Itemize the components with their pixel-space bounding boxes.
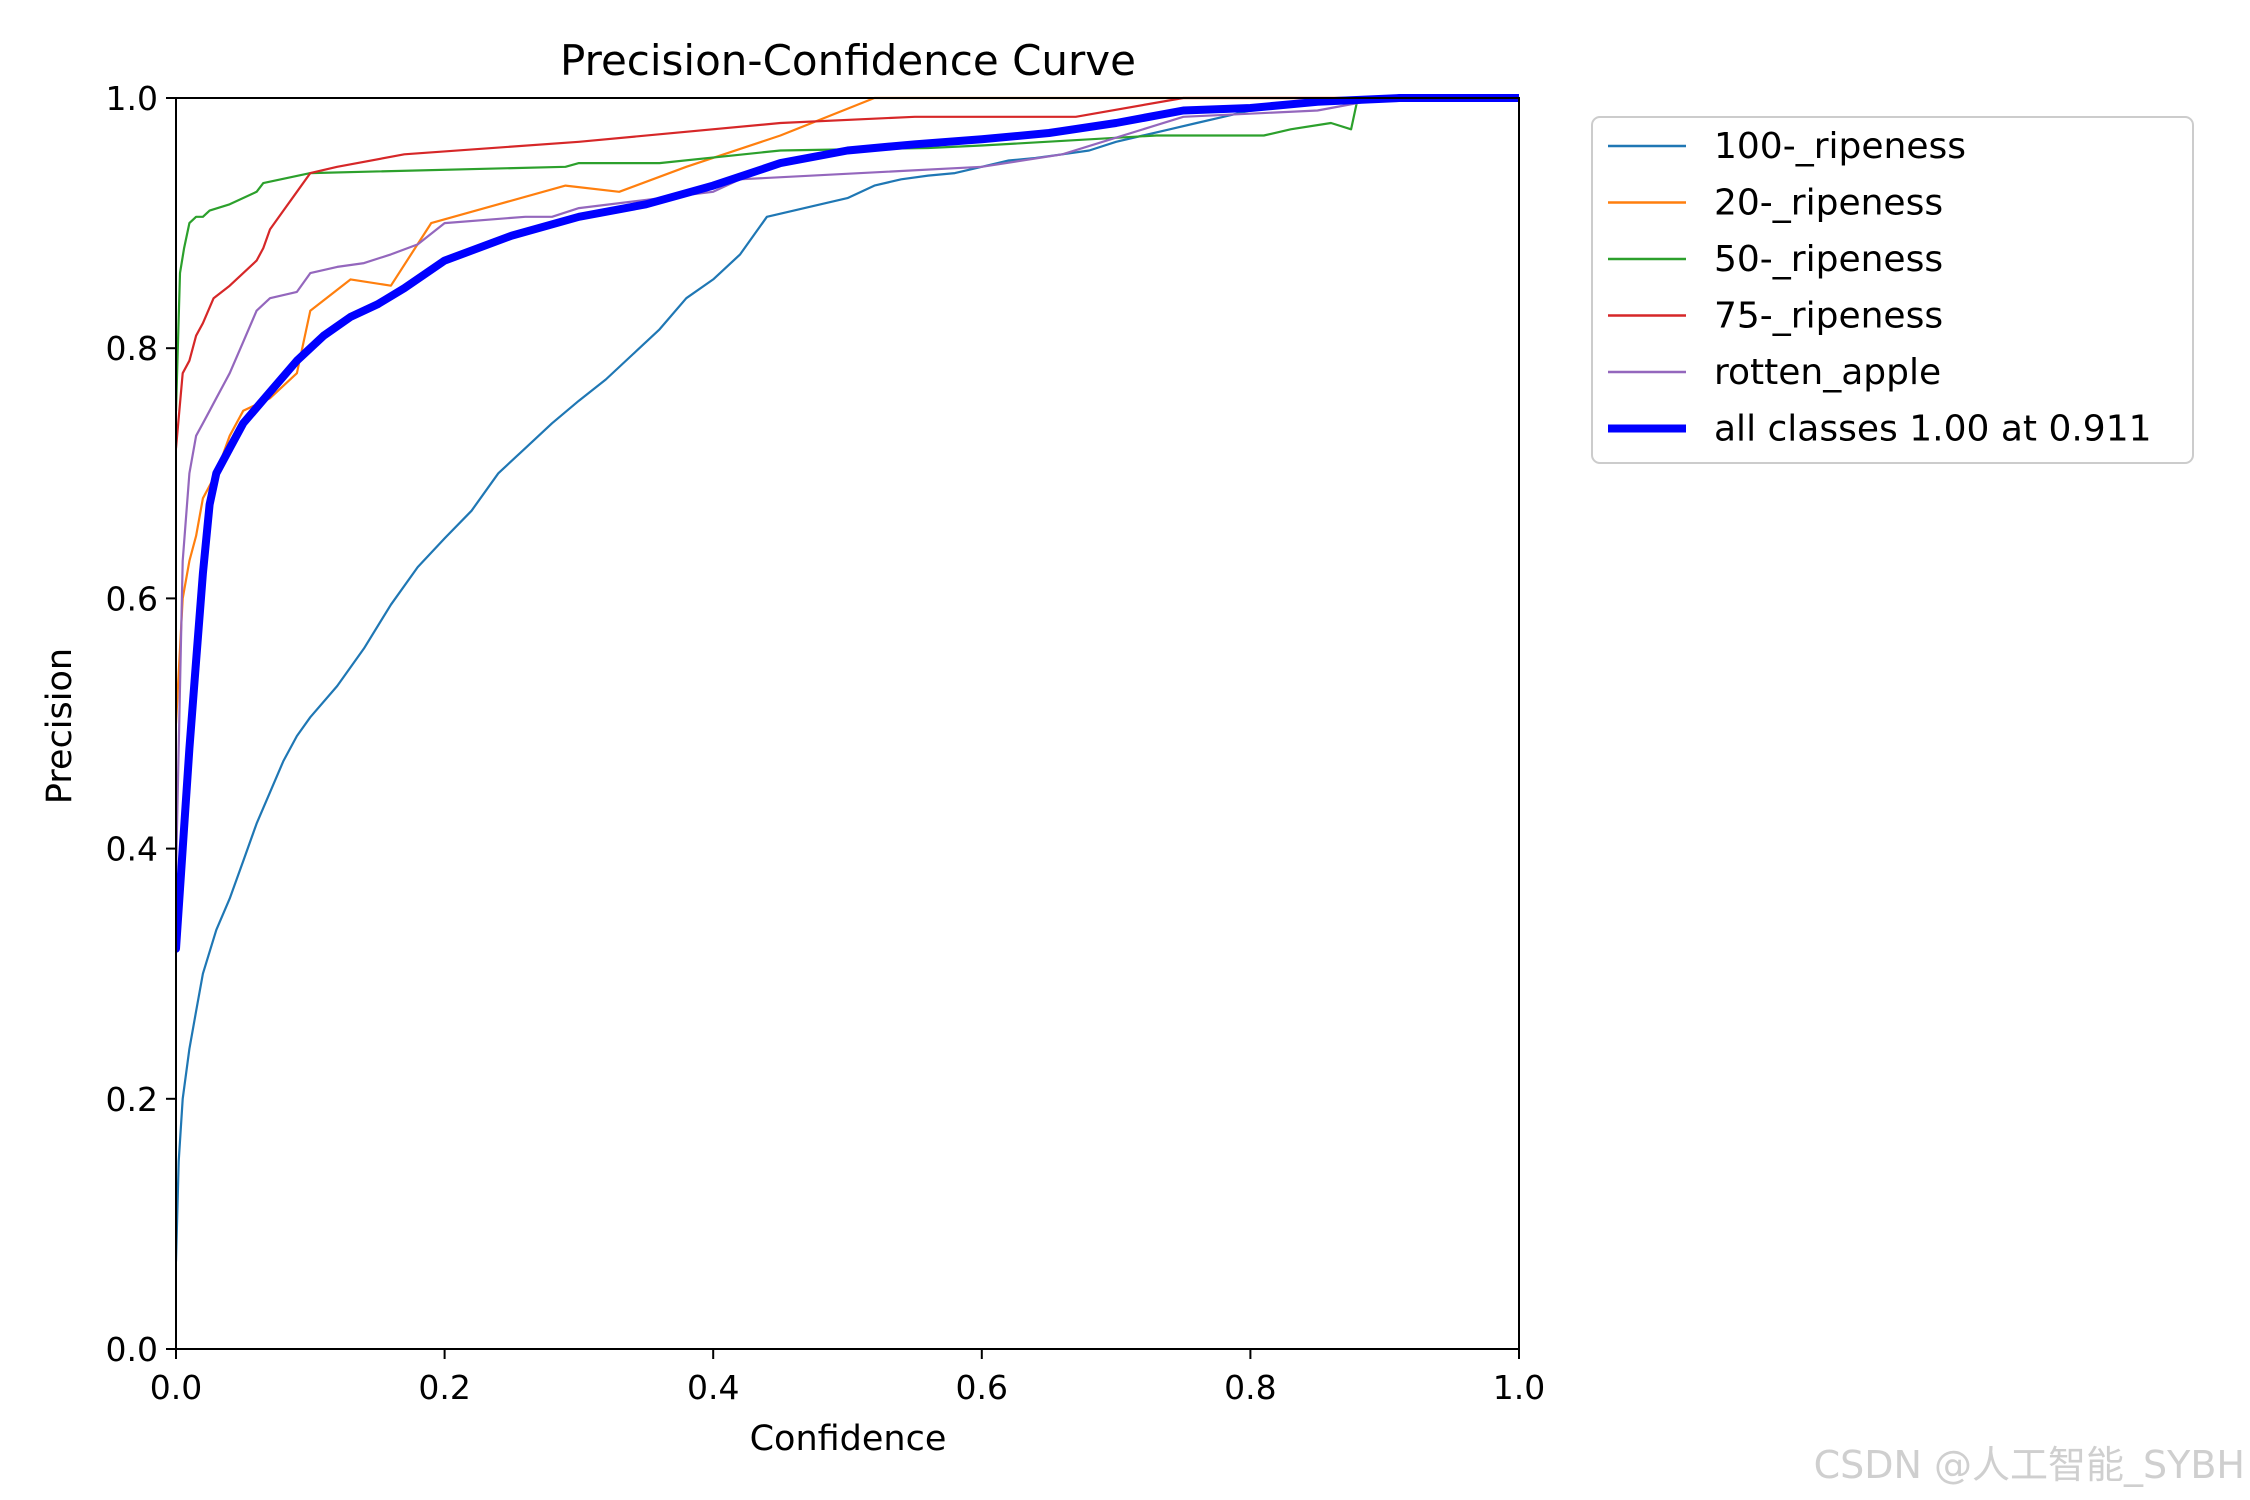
- y-tick-label: 1.0: [106, 79, 158, 118]
- series-line-3: [176, 96, 1519, 450]
- x-tick-label: 0.2: [418, 1368, 470, 1407]
- y-tick-label: 0.0: [106, 1330, 158, 1369]
- series-line-2: [176, 96, 1519, 412]
- y-tick-label: 0.4: [106, 830, 158, 869]
- legend: 100-_ripeness 20-_ripeness 50-_ripeness 75-…: [1591, 116, 2194, 464]
- watermark-text: CSDN @人工智能_SYBH: [1814, 1443, 2245, 1487]
- series-layer: [176, 94, 1519, 1263]
- legend-label-5: all classes 1.00 at 0.911: [1714, 409, 2152, 450]
- x-tick-label: 0.6: [956, 1368, 1008, 1407]
- chart-title: Precision-Confidence Curve: [560, 36, 1136, 85]
- series-line-0: [176, 96, 1519, 1263]
- y-axis-label: Precision: [40, 648, 80, 804]
- x-axis-ticks: 0.0 0.2 0.4 0.6 0.8 1.0: [150, 1349, 1545, 1407]
- x-tick-label: 0.4: [687, 1368, 739, 1407]
- x-tick-label: 0.0: [150, 1368, 202, 1407]
- y-tick-label: 0.2: [106, 1080, 158, 1119]
- legend-label-2: 50-_ripeness: [1714, 239, 1943, 280]
- legend-box: [1591, 116, 2194, 464]
- legend-label-3: 75-_ripeness: [1714, 296, 1943, 337]
- y-tick-label: 0.8: [106, 329, 158, 368]
- plot-frame: [175, 97, 1520, 1350]
- series-line-5: [176, 94, 1519, 953]
- legend-label-0: 100-_ripeness: [1714, 126, 1966, 167]
- y-tick-label: 0.6: [106, 579, 158, 618]
- x-tick-label: 1.0: [1493, 1368, 1545, 1407]
- series-line-4: [176, 96, 1519, 875]
- legend-label-4: rotten_apple: [1714, 352, 1941, 393]
- legend-label-1: 20-_ripeness: [1714, 183, 1943, 224]
- y-axis-ticks: 0.0 0.2 0.4 0.6 0.8 1.0: [106, 79, 176, 1369]
- x-tick-label: 0.8: [1224, 1368, 1276, 1407]
- x-axis-label: Confidence: [750, 1419, 947, 1459]
- series-line-1: [176, 96, 1519, 725]
